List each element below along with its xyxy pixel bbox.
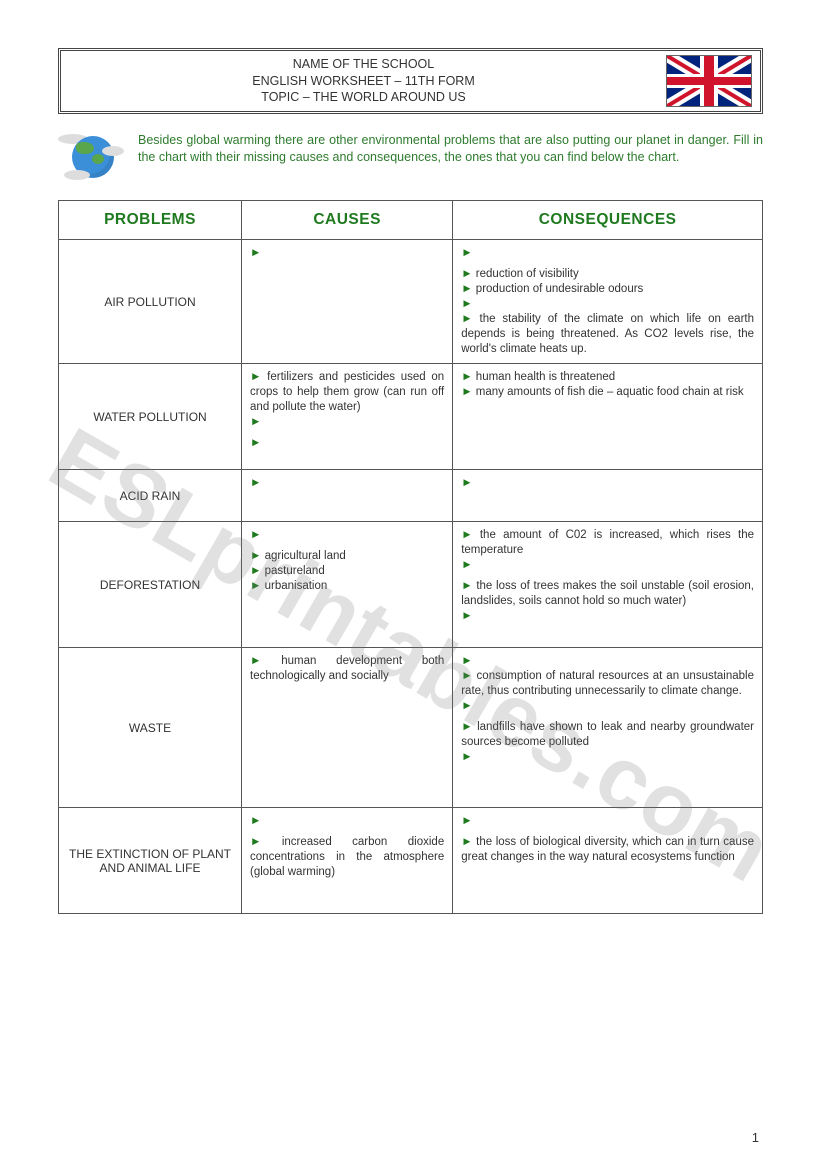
table-row: WASTE► human development both technologi… (59, 648, 763, 808)
page-number: 1 (752, 1130, 759, 1145)
consequences-cell: ►► consumption of natural resources at a… (453, 648, 763, 808)
causes-cell: ► human development both technologically… (242, 648, 453, 808)
consequences-cell: ► (453, 470, 763, 522)
causes-cell: ► fertilizers and pesticides used on cro… (242, 364, 453, 470)
header-line-1: NAME OF THE SCHOOL (69, 56, 658, 73)
intro-text: Besides global warming there are other e… (138, 132, 763, 166)
uk-flag-icon (666, 55, 752, 107)
causes-cell: ►► agricultural land► pastureland► urban… (242, 522, 453, 648)
consequences-cell: ► the amount of C02 is increased, which … (453, 522, 763, 648)
causes-cell: ►► increased carbon dioxide concentratio… (242, 808, 453, 914)
problem-cell: WATER POLLUTION (59, 364, 242, 470)
problem-cell: DEFORESTATION (59, 522, 242, 648)
causes-cell: ► (242, 240, 453, 364)
consequences-cell: ►► reduction of visibility► production o… (453, 240, 763, 364)
col-header-problems: PROBLEMS (59, 201, 242, 240)
table-row: DEFORESTATION►► agricultural land► pastu… (59, 522, 763, 648)
table-row: WATER POLLUTION► fertilizers and pestici… (59, 364, 763, 470)
table-row: THE EXTINCTION OF PLANT AND ANIMAL LIFE►… (59, 808, 763, 914)
problem-cell: THE EXTINCTION OF PLANT AND ANIMAL LIFE (59, 808, 242, 914)
header-line-2: ENGLISH WORKSHEET – 11TH FORM (69, 73, 658, 90)
header-text: NAME OF THE SCHOOL ENGLISH WORKSHEET – 1… (69, 56, 658, 107)
problem-cell: ACID RAIN (59, 470, 242, 522)
table-row: ACID RAIN►► (59, 470, 763, 522)
chart-body: AIR POLLUTION►►► reduction of visibility… (59, 240, 763, 914)
col-header-consequences: CONSEQUENCES (453, 201, 763, 240)
col-header-causes: CAUSES (242, 201, 453, 240)
consequences-cell: ►► the loss of biological diversity, whi… (453, 808, 763, 914)
problem-cell: WASTE (59, 648, 242, 808)
header-line-3: TOPIC – THE WORLD AROUND US (69, 89, 658, 106)
table-row: AIR POLLUTION►►► reduction of visibility… (59, 240, 763, 364)
problems-chart: PROBLEMS CAUSES CONSEQUENCES AIR POLLUTI… (58, 200, 763, 914)
header-box: NAME OF THE SCHOOL ENGLISH WORKSHEET – 1… (58, 48, 763, 114)
intro-row: Besides global warming there are other e… (58, 132, 763, 190)
problem-cell: AIR POLLUTION (59, 240, 242, 364)
causes-cell: ► (242, 470, 453, 522)
header-row: PROBLEMS CAUSES CONSEQUENCES (59, 201, 763, 240)
worksheet-page: NAME OF THE SCHOOL ENGLISH WORKSHEET – 1… (0, 0, 821, 1169)
consequences-cell: ► human health is threatened► many amoun… (453, 364, 763, 470)
globe-icon (58, 132, 128, 190)
